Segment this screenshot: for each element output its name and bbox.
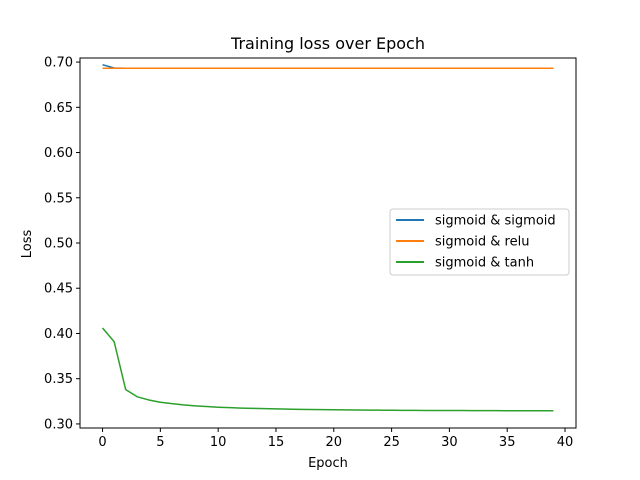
y-axis-label: Loss	[20, 230, 35, 259]
x-tick-label: 5	[156, 435, 164, 450]
legend: sigmoid & sigmoid sigmoid & relu sigmoid &…	[389, 208, 570, 276]
series-line-3	[101, 327, 554, 412]
x-tick-label: 20	[326, 435, 343, 450]
x-tick-label: 10	[210, 435, 227, 450]
y-tick-label: 0.35	[44, 372, 73, 387]
legend-label: sigmoid & tanh	[435, 256, 534, 271]
plot-series	[101, 64, 554, 412]
y-tick-label: 0.50	[44, 237, 73, 252]
x-axis-label: Epoch	[308, 456, 348, 471]
legend-box	[389, 208, 570, 276]
chart-title: Training loss over Epoch	[230, 34, 425, 53]
x-tick-label: 0	[98, 435, 106, 450]
y-tick-label: 0.60	[44, 146, 73, 161]
y-tick-label: 0.40	[44, 327, 73, 342]
x-tick-label: 40	[557, 435, 574, 450]
x-tick-label: 15	[268, 435, 285, 450]
y-tick-label: 0.30	[44, 417, 73, 432]
y-tick-label: 0.55	[44, 191, 73, 206]
x-tick-label: 30	[441, 435, 458, 450]
y-axis-ticks: 0.30 0.35 0.40 0.45 0.50 0.55 0.60 0.65 0.70	[44, 56, 80, 432]
y-tick-label: 0.65	[44, 101, 73, 116]
x-tick-label: 25	[383, 435, 400, 450]
plot-frame	[79, 57, 577, 429]
x-axis-ticks: 0 5 10 15 20 25 30 35 40	[98, 428, 573, 450]
legend-label: sigmoid & sigmoid	[435, 214, 556, 229]
x-tick-label: 35	[499, 435, 516, 450]
y-tick-label: 0.45	[44, 282, 73, 297]
legend-label: sigmoid & relu	[435, 235, 529, 250]
y-tick-label: 0.70	[44, 56, 73, 71]
